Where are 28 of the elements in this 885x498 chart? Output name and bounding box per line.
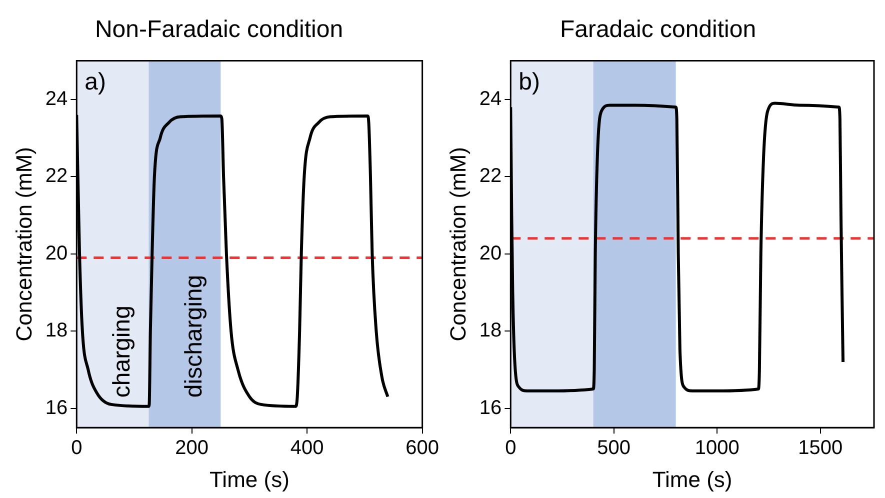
x-tick-label: 400: [290, 437, 324, 460]
y-tick-label: 20: [45, 242, 68, 264]
x-tick-label: 1500: [798, 437, 843, 460]
y-axis-title: Concentration (mM): [445, 147, 470, 342]
x-tick-label: 200: [175, 437, 209, 460]
y-tick-label: 24: [479, 88, 502, 110]
y-tick-label: 16: [45, 396, 68, 419]
x-axis-title: Time (s): [652, 466, 732, 492]
band-label: discharging: [180, 274, 208, 398]
y-tick-label: 22: [45, 165, 68, 188]
annotation: a): [84, 68, 106, 96]
y-tick-label: 22: [479, 165, 502, 188]
y-tick-label: 18: [479, 320, 502, 342]
band-label: charging: [108, 306, 136, 398]
y-tick-label: 16: [479, 396, 502, 419]
y-tick-label: 20: [479, 242, 502, 264]
x-tick-label: 0: [505, 437, 516, 460]
x-tick-label: 600: [406, 437, 440, 460]
x-tick-label: 1000: [694, 437, 740, 460]
y-tick-label: 24: [45, 88, 68, 110]
annotation: b): [518, 68, 540, 96]
x-axis-title: Time (s): [210, 466, 290, 492]
x-tick-label: 500: [597, 437, 631, 460]
y-axis-title: Concentration (mM): [11, 147, 36, 342]
x-tick-label: 0: [71, 437, 82, 460]
chart-title: Faradaic condition: [560, 16, 756, 44]
chart-title: Non-Faradaic condition: [94, 16, 344, 44]
y-tick-label: 18: [45, 320, 68, 342]
